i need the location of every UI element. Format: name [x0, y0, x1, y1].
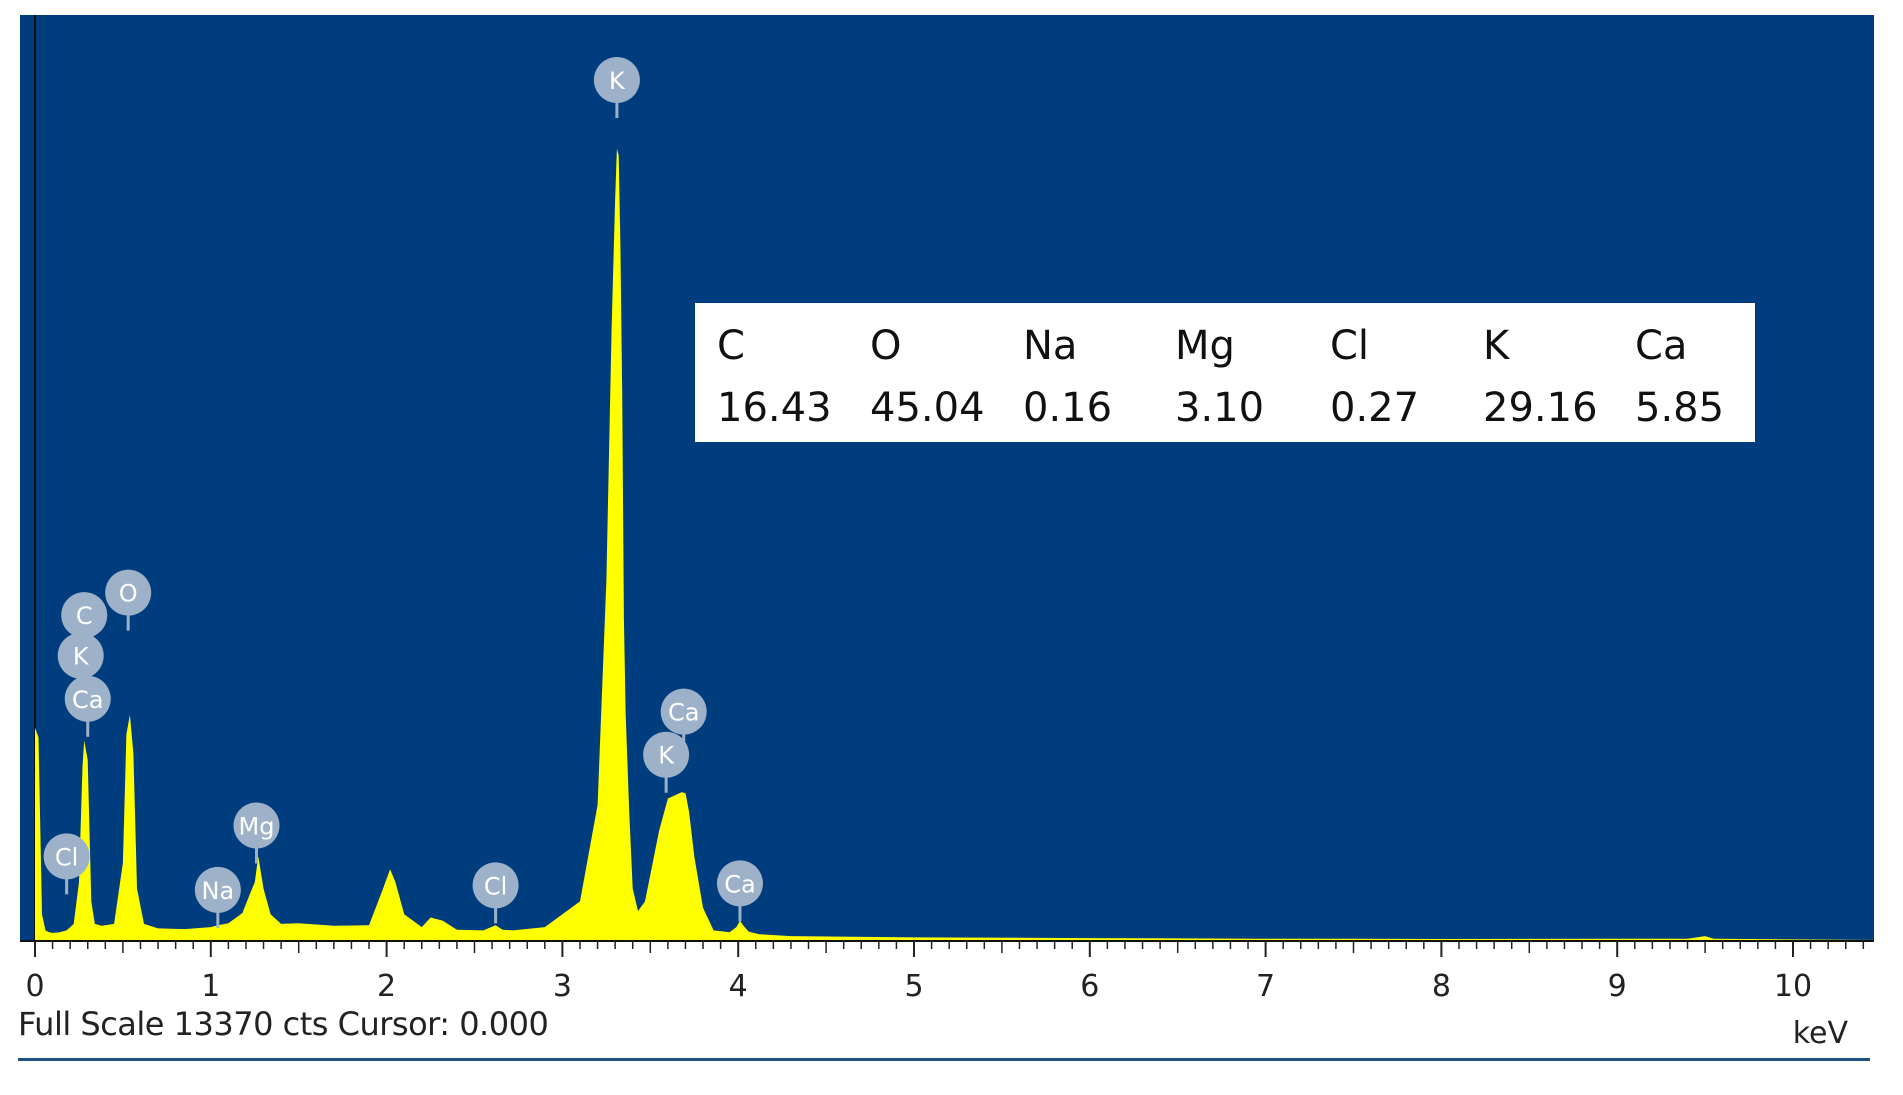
composition-element: O	[870, 323, 902, 369]
composition-column: C 16.43	[717, 315, 832, 439]
x-axis-tick-labels: 0 1 2 3 4 5 6 7 8 9 10	[25, 969, 1812, 1004]
x-axis-major-ticks	[34, 941, 1794, 957]
peak-marker-cl: Cl	[472, 862, 519, 924]
peak-marker-c: C	[61, 592, 108, 654]
peak-marker-label: Ca	[724, 870, 755, 898]
peak-marker-label: Ca	[668, 699, 699, 727]
composition-value: 3.10	[1175, 385, 1265, 431]
peak-marker-ca: Ca	[716, 860, 763, 922]
peak-marker-cl: Cl	[43, 833, 90, 895]
composition-value: 29.16	[1483, 385, 1598, 431]
x-tick-label: 2	[377, 969, 396, 1004]
x-tick-label: 9	[1608, 969, 1627, 1004]
peak-marker-label: Cl	[55, 843, 78, 871]
bottom-rule	[18, 1058, 1870, 1061]
composition-column: O 45.04	[870, 315, 985, 439]
peak-marker-na: Na	[194, 866, 241, 928]
plot-background	[20, 15, 1874, 940]
composition-value: 5.85	[1635, 385, 1725, 431]
x-tick-label: 8	[1432, 969, 1451, 1004]
peak-marker-k: K	[643, 731, 690, 793]
composition-element: K	[1483, 323, 1510, 369]
peak-marker-ca: Ca	[660, 688, 707, 750]
composition-value: 0.16	[1023, 385, 1113, 431]
peak-marker-label: Na	[201, 877, 234, 905]
peak-marker-o: O	[105, 569, 152, 631]
x-axis-minor-ticks	[51, 941, 1865, 953]
status-line: Full Scale 13370 cts Cursor: 0.000	[18, 1005, 549, 1043]
x-tick-label: 10	[1774, 969, 1812, 1004]
x-tick-label: 7	[1256, 969, 1275, 1004]
peak-marker-label: K	[609, 67, 626, 95]
composition-element: Na	[1023, 323, 1078, 369]
composition-value: 0.27	[1330, 385, 1420, 431]
peak-marker-label: O	[119, 580, 138, 608]
x-tick-label: 3	[553, 969, 572, 1004]
composition-element: C	[717, 323, 745, 369]
x-tick-label: 5	[904, 969, 923, 1004]
peak-marker-mg: Mg	[233, 802, 280, 864]
composition-column: Ca 5.85	[1635, 315, 1724, 439]
peak-marker-label: C	[76, 602, 93, 630]
x-axis-unit-label: keV	[1793, 1016, 1849, 1051]
composition-column: Cl 0.27	[1330, 315, 1419, 439]
composition-column: K 29.16	[1483, 315, 1598, 439]
composition-element: Ca	[1635, 323, 1688, 369]
peak-marker-k: K	[57, 632, 104, 694]
composition-element: Mg	[1175, 323, 1235, 369]
composition-column: Mg 3.10	[1175, 315, 1264, 439]
peak-marker-label: K	[73, 643, 90, 671]
peak-marker-ca: Ca	[64, 675, 111, 737]
peak-marker-label: Cl	[484, 872, 507, 900]
composition-value: 16.43	[717, 385, 832, 431]
composition-table: C 16.43 O 45.04 Na 0.16 Mg 3.10 Cl 0.27 K 29.16 Ca 5.…	[695, 303, 1755, 442]
composition-element: Cl	[1330, 323, 1370, 369]
peak-marker-k: K	[593, 57, 640, 118]
x-tick-label: 6	[1080, 969, 1099, 1004]
peak-marker-label: Mg	[239, 813, 275, 841]
composition-value: 45.04	[870, 385, 985, 431]
x-tick-label: 0	[25, 969, 44, 1004]
composition-column: Na 0.16	[1023, 315, 1112, 439]
x-tick-label: 1	[201, 969, 220, 1004]
peak-marker-label: K	[658, 742, 675, 770]
x-tick-label: 4	[729, 969, 748, 1004]
peak-marker-label: Ca	[72, 686, 103, 714]
